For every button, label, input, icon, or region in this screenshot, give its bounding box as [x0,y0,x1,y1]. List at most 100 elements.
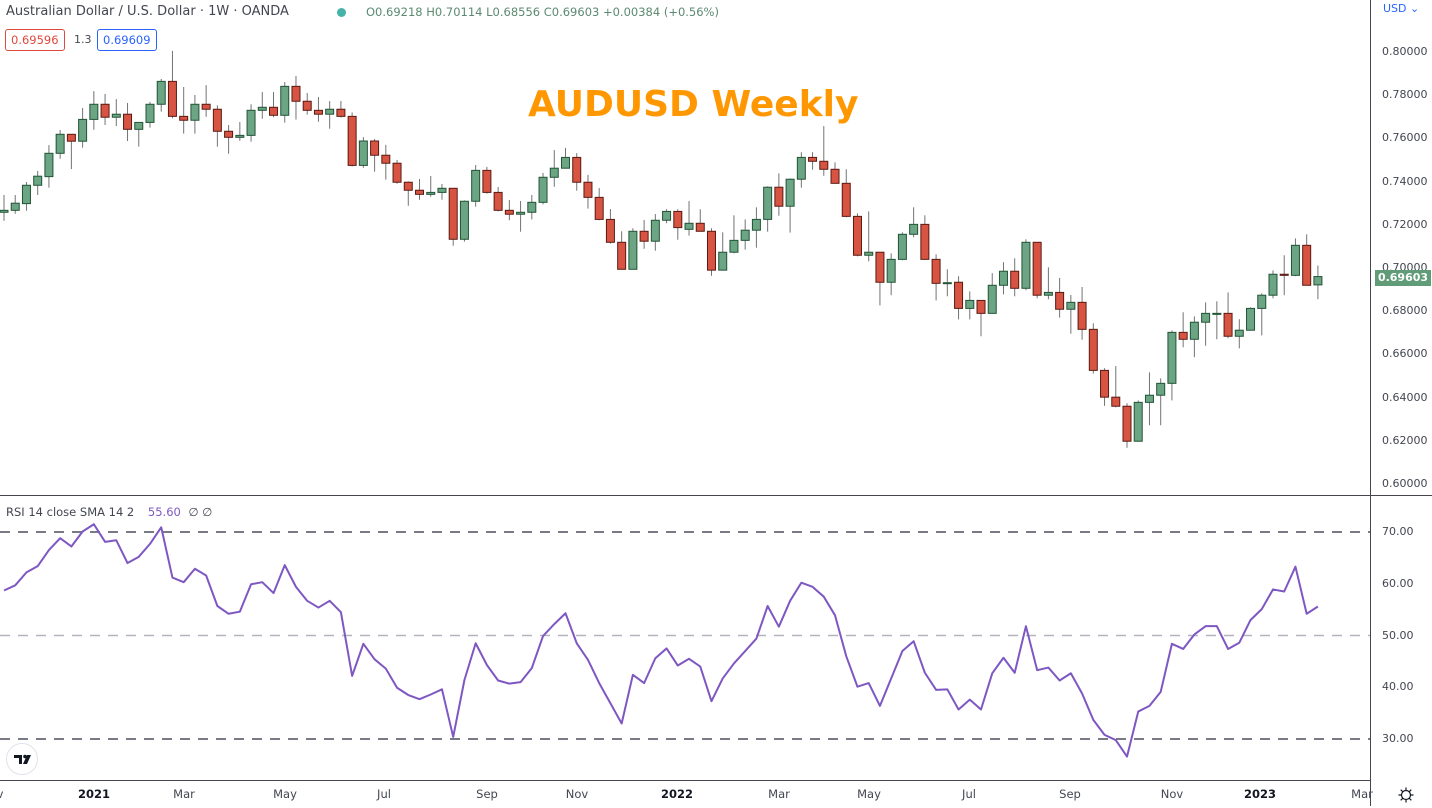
candle-body [998,270,1008,286]
candle [0,194,9,221]
candle [639,220,649,249]
time-tick: 2022 [660,787,694,801]
last-price-label: 0.69603 [1375,270,1431,286]
pane-divider[interactable] [0,495,1432,496]
candle-body [561,156,570,169]
candle-body [819,160,829,170]
buy-button[interactable]: 0.69609 [97,29,157,51]
ohlc-readout: O0.69218 H0.70114 L0.68556 C0.69603 +0.0… [366,5,719,19]
time-tick: Nov [565,787,589,801]
price-tick: 0.76000 [1382,131,1428,145]
candle-body [1189,321,1199,340]
candle [212,105,222,147]
candle [796,152,806,188]
rsi-level-lines [0,531,1370,740]
candle [875,251,885,306]
candle [987,273,997,314]
candle-body [1043,291,1053,296]
candle [695,209,705,232]
candle-body [134,121,144,130]
candle [448,187,458,246]
candle [134,121,144,147]
candle-body [718,251,728,271]
candle-body [325,108,335,115]
candle-body [628,230,638,270]
candle [830,162,840,184]
candle [235,121,245,141]
sell-button[interactable]: 0.69596 [5,29,65,51]
currency-selector[interactable]: USD ⌄ [1383,2,1420,15]
candle-body [965,299,975,309]
candle-body [1055,291,1065,310]
candle-body [111,113,121,118]
candle-body [1302,244,1312,286]
candle [1055,277,1065,318]
candle-body [852,215,862,256]
candle [190,94,200,134]
candle [617,231,627,270]
candle-body [392,162,402,183]
candle-body [1100,369,1110,398]
candle-body [21,184,31,205]
rsi-legend[interactable]: RSI 14 close SMA 14 2 55.60 ∅ ∅ [6,505,212,519]
candle [942,269,952,297]
candle [280,82,290,123]
candle [1268,270,1278,299]
candle [1223,292,1233,339]
candle-body [370,140,380,156]
candle [673,209,683,240]
price-axis-border [1370,0,1371,806]
symbol-title[interactable]: Australian Dollar / U.S. Dollar · 1W · O… [6,4,289,19]
candle [886,253,896,296]
candle-body [201,103,211,110]
candle-body [100,103,110,118]
candle-body [471,169,481,202]
candle [246,104,256,142]
time-tick: Sep [1059,787,1081,801]
candle-body [605,218,615,243]
candle [504,199,514,221]
candle-body [875,251,885,283]
candle-body [650,219,660,242]
candle [403,181,413,206]
candle-body [1234,329,1244,337]
time-tick: May [857,787,881,801]
time-tick: 2021 [77,787,111,801]
candle-body [1021,241,1031,289]
candle-body [763,186,773,220]
candle [538,172,548,205]
settings-gear-icon[interactable] [1397,786,1415,804]
candle-body [167,80,177,117]
candle [156,79,166,112]
candle [594,188,604,221]
candle-body [639,230,649,242]
candle [1212,301,1222,340]
time-tick: Mar [173,787,195,801]
candle [897,232,907,261]
candle [1144,372,1154,426]
candle [572,153,582,191]
time-tick: Mar [1351,787,1373,801]
candle-body [44,152,54,178]
time-tick: 2023 [1243,787,1277,801]
candle [123,102,133,141]
candle [336,101,346,118]
rsi-series [3,523,1319,758]
price-tick: 0.80000 [1382,45,1428,58]
chart-plot-area[interactable] [0,0,1370,780]
candle-body [291,85,301,102]
candle [583,174,593,209]
candle-body [280,85,290,116]
candle-body [269,106,279,116]
candle-body [302,100,312,111]
rsi-current-value: 55.60 [147,505,181,519]
price-tick: 0.74000 [1382,174,1428,188]
candle-body [1144,394,1154,403]
candle-body [1201,312,1211,323]
candle [269,91,279,118]
candle-body [538,176,548,203]
rsi-tick: 40.00 [1382,680,1414,694]
candle-body [897,233,907,260]
candle-body [504,209,514,215]
tradingview-logo[interactable] [6,743,38,775]
